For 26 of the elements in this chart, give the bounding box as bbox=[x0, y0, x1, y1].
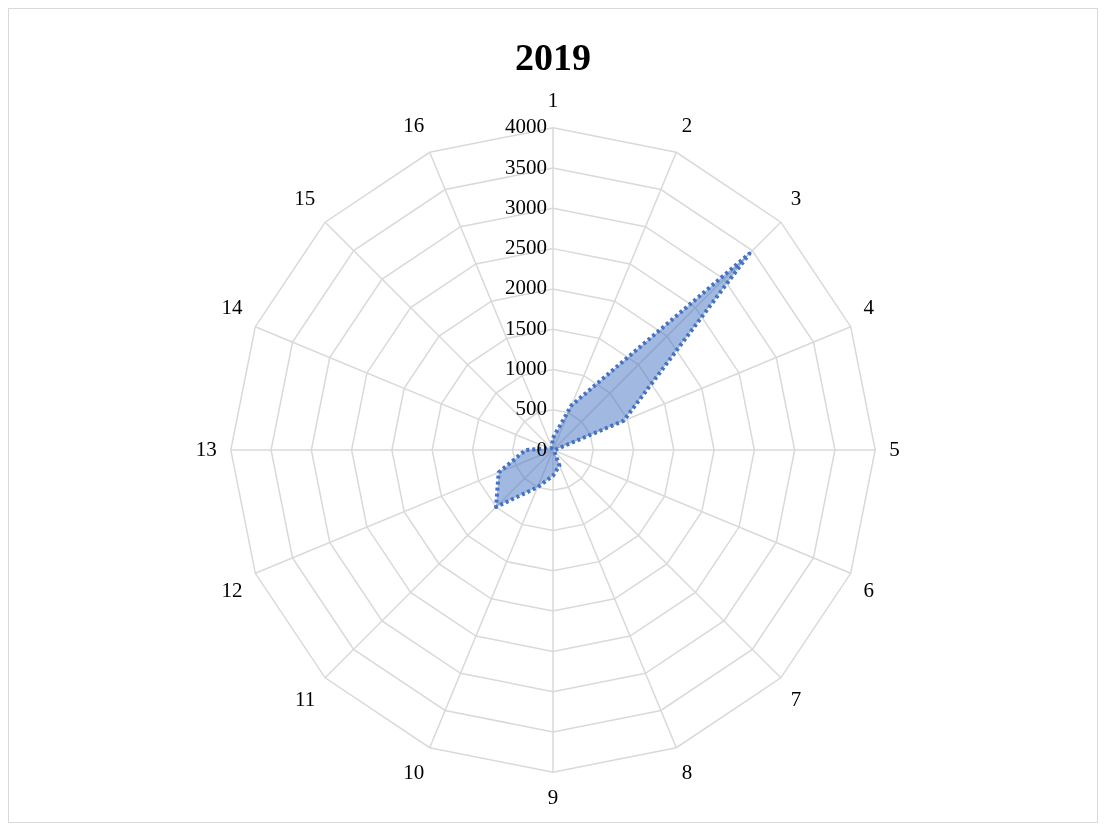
spoke-label: 13 bbox=[195, 436, 217, 461]
y-tick-label: 2500 bbox=[505, 235, 547, 260]
spoke-label: 9 bbox=[547, 785, 559, 810]
spoke-label: 1 bbox=[547, 87, 559, 112]
spoke-label: 2 bbox=[681, 113, 693, 138]
y-tick-label: 3500 bbox=[505, 154, 547, 179]
spoke-label: 11 bbox=[295, 686, 316, 711]
y-tick-label: 4000 bbox=[505, 114, 547, 139]
spoke-label: 7 bbox=[790, 686, 802, 711]
spoke-label: 6 bbox=[863, 577, 875, 602]
spoke-label: 4 bbox=[863, 295, 875, 320]
spoke-label: 14 bbox=[221, 295, 243, 320]
spoke-label: 3 bbox=[790, 186, 802, 211]
y-tick-label: 1000 bbox=[505, 355, 547, 380]
spoke-label: 10 bbox=[403, 759, 425, 784]
spoke-label: 8 bbox=[681, 759, 693, 784]
spoke-label: 5 bbox=[889, 436, 900, 461]
y-tick-label: 1500 bbox=[505, 315, 547, 340]
chart-title: 2019 bbox=[515, 35, 591, 78]
y-tick-label: 3000 bbox=[505, 194, 547, 219]
spoke-label: 12 bbox=[221, 577, 243, 602]
spoke-label: 15 bbox=[294, 186, 316, 211]
spoke-label: 16 bbox=[403, 113, 425, 138]
y-tick-label: 2000 bbox=[505, 275, 547, 300]
y-tick-label: 500 bbox=[515, 396, 547, 421]
y-tick-label: 0 bbox=[536, 436, 547, 461]
